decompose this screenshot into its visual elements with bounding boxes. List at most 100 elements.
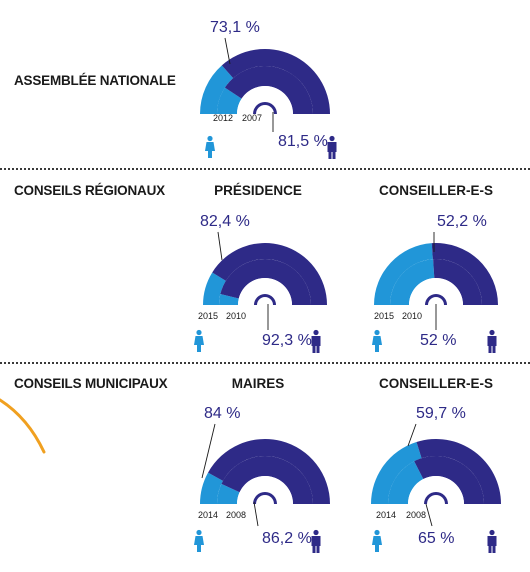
man-icon-torso [487, 536, 497, 546]
inner-gap [408, 476, 464, 504]
inner-gap [238, 278, 292, 305]
inner-ring-men-slice [414, 456, 484, 504]
section-label-municipaux: CONSEILS MUNICIPAUX [14, 376, 168, 391]
man-icon-leg-right [316, 345, 320, 353]
outer-value-leader-line [201, 423, 216, 479]
inner-ring-men-slice [221, 456, 313, 504]
outer-value-leader-line [407, 423, 417, 447]
inner-ring-men-percentage: 65 % [418, 530, 454, 547]
man-icon-leg-left [488, 545, 492, 553]
inner-ring-year-label: 2010 [402, 311, 422, 321]
center-hub-inner [428, 297, 444, 305]
woman-icon [194, 329, 204, 352]
woman-icon-head [374, 529, 380, 536]
gauge-chart-regionaux-conseillers: 52,2 % 52 % 2015 2010 [372, 213, 498, 353]
woman-icon-head [374, 329, 380, 336]
section-divider [0, 168, 530, 170]
man-icon-torso [311, 336, 321, 346]
man-icon-torso [327, 142, 337, 152]
inner-ring-women-slice [388, 461, 424, 504]
man-icon [311, 329, 321, 353]
man-icon [327, 135, 337, 159]
center-hub-inner [256, 105, 274, 114]
man-icon-leg-right [492, 345, 496, 353]
inner-ring-women-slice [390, 259, 435, 305]
inner-ring-year-label: 2010 [226, 311, 246, 321]
man-icon-leg-right [332, 151, 336, 159]
outer-ring-men-slice [208, 438, 330, 504]
outer-ring-men-percentage: 73,1 % [210, 19, 260, 36]
man-icon-head [313, 529, 319, 536]
outer-ring-men-percentage: 59,7 % [416, 405, 466, 422]
man-icon-torso [487, 336, 497, 346]
woman-icon-body [194, 336, 204, 352]
woman-icon [372, 529, 382, 552]
outer-ring-year-label: 2014 [376, 510, 396, 520]
woman-icon-body [372, 336, 382, 352]
inner-ring-year-label: 2007 [242, 113, 262, 123]
man-icon-leg-left [312, 545, 316, 553]
column-header-presidence: PRÉSIDENCE [214, 183, 302, 198]
outer-ring-men-percentage: 84 % [204, 405, 240, 422]
gauge-chart-regionaux-presidence: 82,4 % 92,3 % 2015 2010 [194, 213, 327, 353]
column-header-conseillers-regionaux: CONSEILLER-E-S [378, 183, 494, 198]
inner-ring-women-slice [219, 293, 239, 305]
inner-ring-men-percentage: 52 % [420, 332, 456, 349]
outer-ring-year-label: 2014 [198, 510, 218, 520]
inner-ring-men-slice [224, 66, 313, 114]
inner-gap [409, 278, 463, 305]
center-hub-inner [427, 495, 445, 504]
outer-ring-year-label: 2015 [198, 311, 218, 321]
section-label-assemblee: ASSEMBLÉE NATIONALE [14, 73, 176, 88]
inner-ring-year-label: 2008 [406, 510, 426, 520]
outer-ring-men-percentage: 52,2 % [437, 213, 487, 230]
woman-icon [205, 135, 215, 158]
inner-value-leader-line [253, 501, 259, 527]
outer-ring-men-percentage: 82,4 % [200, 213, 250, 230]
woman-icon-body [372, 536, 382, 552]
man-icon-head [489, 329, 495, 336]
center-hub-inner [256, 495, 274, 504]
outer-ring-year-label: 2012 [213, 113, 233, 123]
inner-ring-men-percentage: 92,3 % [262, 332, 312, 349]
man-icon-leg-right [492, 545, 496, 553]
column-header-conseillers-municipaux: CONSEILLER-E-S [378, 376, 494, 391]
man-icon-head [313, 329, 319, 336]
man-icon-head [489, 529, 495, 536]
inner-gap [237, 86, 293, 114]
man-icon [311, 529, 321, 553]
man-icon-leg-right [316, 545, 320, 553]
woman-icon [372, 329, 382, 352]
woman-icon [194, 529, 204, 552]
inner-value-leader-line [425, 503, 433, 527]
man-icon [487, 529, 497, 553]
inner-ring-women-slice [217, 483, 240, 504]
man-icon-leg-left [328, 151, 332, 159]
man-icon-head [329, 135, 335, 142]
outer-ring-year-label: 2015 [374, 311, 394, 321]
woman-icon-body [205, 142, 215, 158]
inner-ring-men-slice [220, 259, 311, 305]
gauge-chart-municipaux-conseillers: 59,7 % 65 % 2014 2008 [371, 405, 501, 553]
woman-icon-head [196, 529, 202, 536]
man-icon-leg-left [488, 345, 492, 353]
outer-value-leader-line [217, 231, 223, 261]
gauge-chart-municipaux-maires: 84 % 86,2 % 2014 2008 [194, 405, 330, 553]
inner-ring-men-percentage: 86,2 % [262, 530, 312, 547]
woman-icon-body [194, 536, 204, 552]
inner-ring-year-label: 2008 [226, 510, 246, 520]
man-icon-leg-left [312, 345, 316, 353]
man-icon-torso [311, 536, 321, 546]
inner-gap [237, 476, 293, 504]
column-header-maires: MAIRES [231, 376, 285, 391]
gauge-chart-assemblee-nationale: 73,1 % 81,5 % 2012 2007 [200, 19, 337, 159]
outer-ring-women-slice [200, 65, 239, 114]
outer-ring-men-slice [212, 243, 327, 305]
center-hub-inner [257, 297, 273, 305]
inner-ring-men-slice [433, 259, 482, 305]
woman-icon-head [207, 135, 213, 142]
section-divider [0, 362, 530, 364]
outer-value-leader-line [224, 37, 231, 65]
outer-ring-women-slice [371, 441, 424, 504]
decorative-arc [0, 398, 46, 454]
